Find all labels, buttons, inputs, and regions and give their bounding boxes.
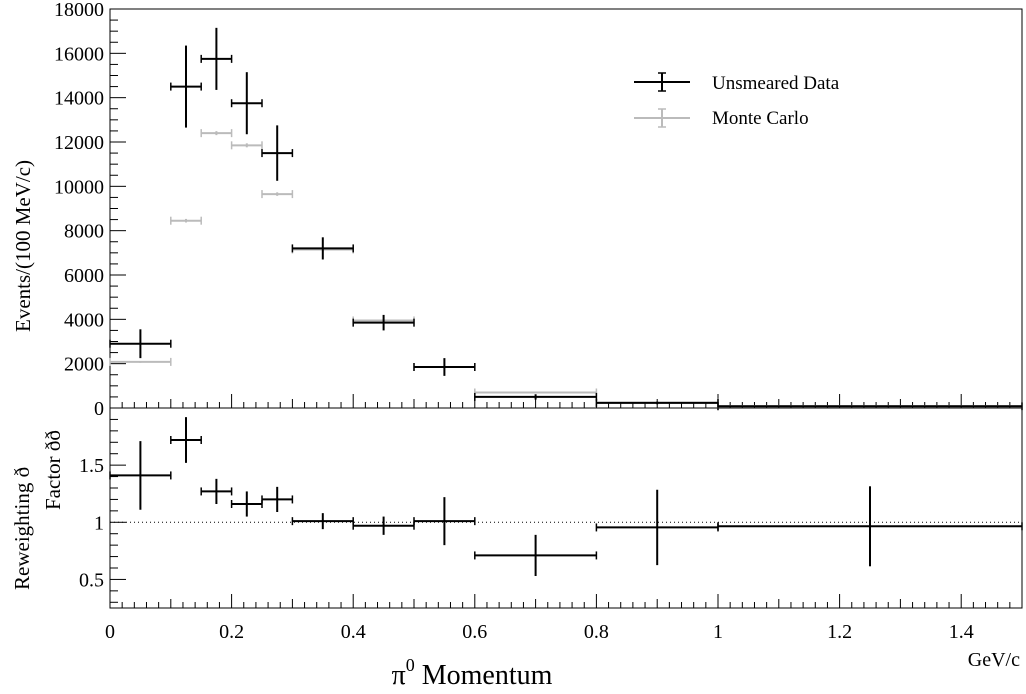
top-y-tick-label: 18000 xyxy=(54,0,104,21)
top-y-tick-label: 2000 xyxy=(64,354,104,376)
bottom-y-tick-label: 0.5 xyxy=(79,569,104,591)
mc-point xyxy=(230,141,263,150)
ratio-point xyxy=(413,497,476,546)
bottom-y-axis-label-line1: Reweighting ð xyxy=(10,467,34,590)
mc-point xyxy=(261,190,294,199)
data-point xyxy=(200,27,233,90)
x-axis-label: π0 Momentum xyxy=(392,655,553,691)
ratio-point xyxy=(109,441,172,510)
bottom-y-tick-label: 1 xyxy=(94,512,104,534)
ratio-point xyxy=(595,489,719,566)
legend: Unsmeared Data Monte Carlo xyxy=(634,72,840,129)
top-y-tick-label: 0 xyxy=(94,398,104,420)
top-y-tick-label: 14000 xyxy=(54,88,104,110)
legend-symbol-unsmeared xyxy=(634,72,690,92)
mc-point xyxy=(109,357,172,366)
x-tick-label: 1.2 xyxy=(827,621,852,643)
legend-symbol-monte-carlo xyxy=(634,108,690,128)
mc-point xyxy=(200,129,233,138)
x-axis-label-rest: Momentum xyxy=(415,660,553,691)
x-tick-label: 1.4 xyxy=(949,621,974,643)
legend-label-monte-carlo: Monte Carlo xyxy=(712,108,809,129)
data-point xyxy=(352,314,415,331)
top-y-tick-label: 12000 xyxy=(54,132,104,154)
x-axis-label-main: π xyxy=(392,660,406,691)
x-axis-unit: GeV/c xyxy=(968,649,1020,671)
x-tick-label: 0.4 xyxy=(341,621,366,643)
top-y-tick-label: 16000 xyxy=(54,43,104,65)
top-y-axis-label: Events/(100 MeV/c) xyxy=(11,160,35,332)
bottom-axis-ticks: 0.5 1 1.5 0 0.2 0.4 0.6 0.8 1 1.2 1.4 xyxy=(79,418,1023,643)
ratio-point xyxy=(474,534,598,576)
ratio-point xyxy=(230,491,263,517)
ratio-point xyxy=(200,478,233,504)
top-y-tick-label: 8000 xyxy=(64,221,104,243)
ratio-point xyxy=(352,516,415,535)
bottom-panel-data xyxy=(109,417,1023,576)
ratio-point xyxy=(261,486,294,512)
x-tick-label: 0.6 xyxy=(462,621,487,643)
top-panel-data xyxy=(109,27,1023,411)
bottom-y-tick-label: 1.5 xyxy=(79,455,104,477)
top-panel-frame xyxy=(109,8,1023,409)
x-axis-label-superscript: 0 xyxy=(406,655,415,675)
data-point xyxy=(717,402,1023,411)
bottom-y-axis-label-line2: Factor ðð xyxy=(41,430,65,510)
x-tick-label: 0 xyxy=(105,621,115,643)
mc-point xyxy=(170,216,202,225)
data-point xyxy=(291,237,354,260)
data-point xyxy=(261,125,294,181)
top-y-tick-label: 10000 xyxy=(54,176,104,198)
top-y-tick-label: 4000 xyxy=(64,309,104,331)
data-point xyxy=(109,329,172,359)
data-point xyxy=(413,358,476,376)
x-tick-label: 1 xyxy=(713,621,723,643)
legend-label-unsmeared: Unsmeared Data xyxy=(712,73,840,94)
top-y-tick-label: 6000 xyxy=(64,265,104,287)
x-tick-label: 0.8 xyxy=(584,621,609,643)
top-y-axis-ticks: 0 2000 4000 6000 8000 10000 12000 14000 16000 180… xyxy=(54,0,1023,420)
x-tick-label: 0.2 xyxy=(219,621,244,643)
ratio-point xyxy=(170,417,202,463)
ratio-point xyxy=(291,513,354,530)
bottom-panel-frame xyxy=(109,407,1023,609)
ratio-point xyxy=(717,486,1023,567)
data-point xyxy=(170,45,202,128)
data-point xyxy=(230,72,263,135)
